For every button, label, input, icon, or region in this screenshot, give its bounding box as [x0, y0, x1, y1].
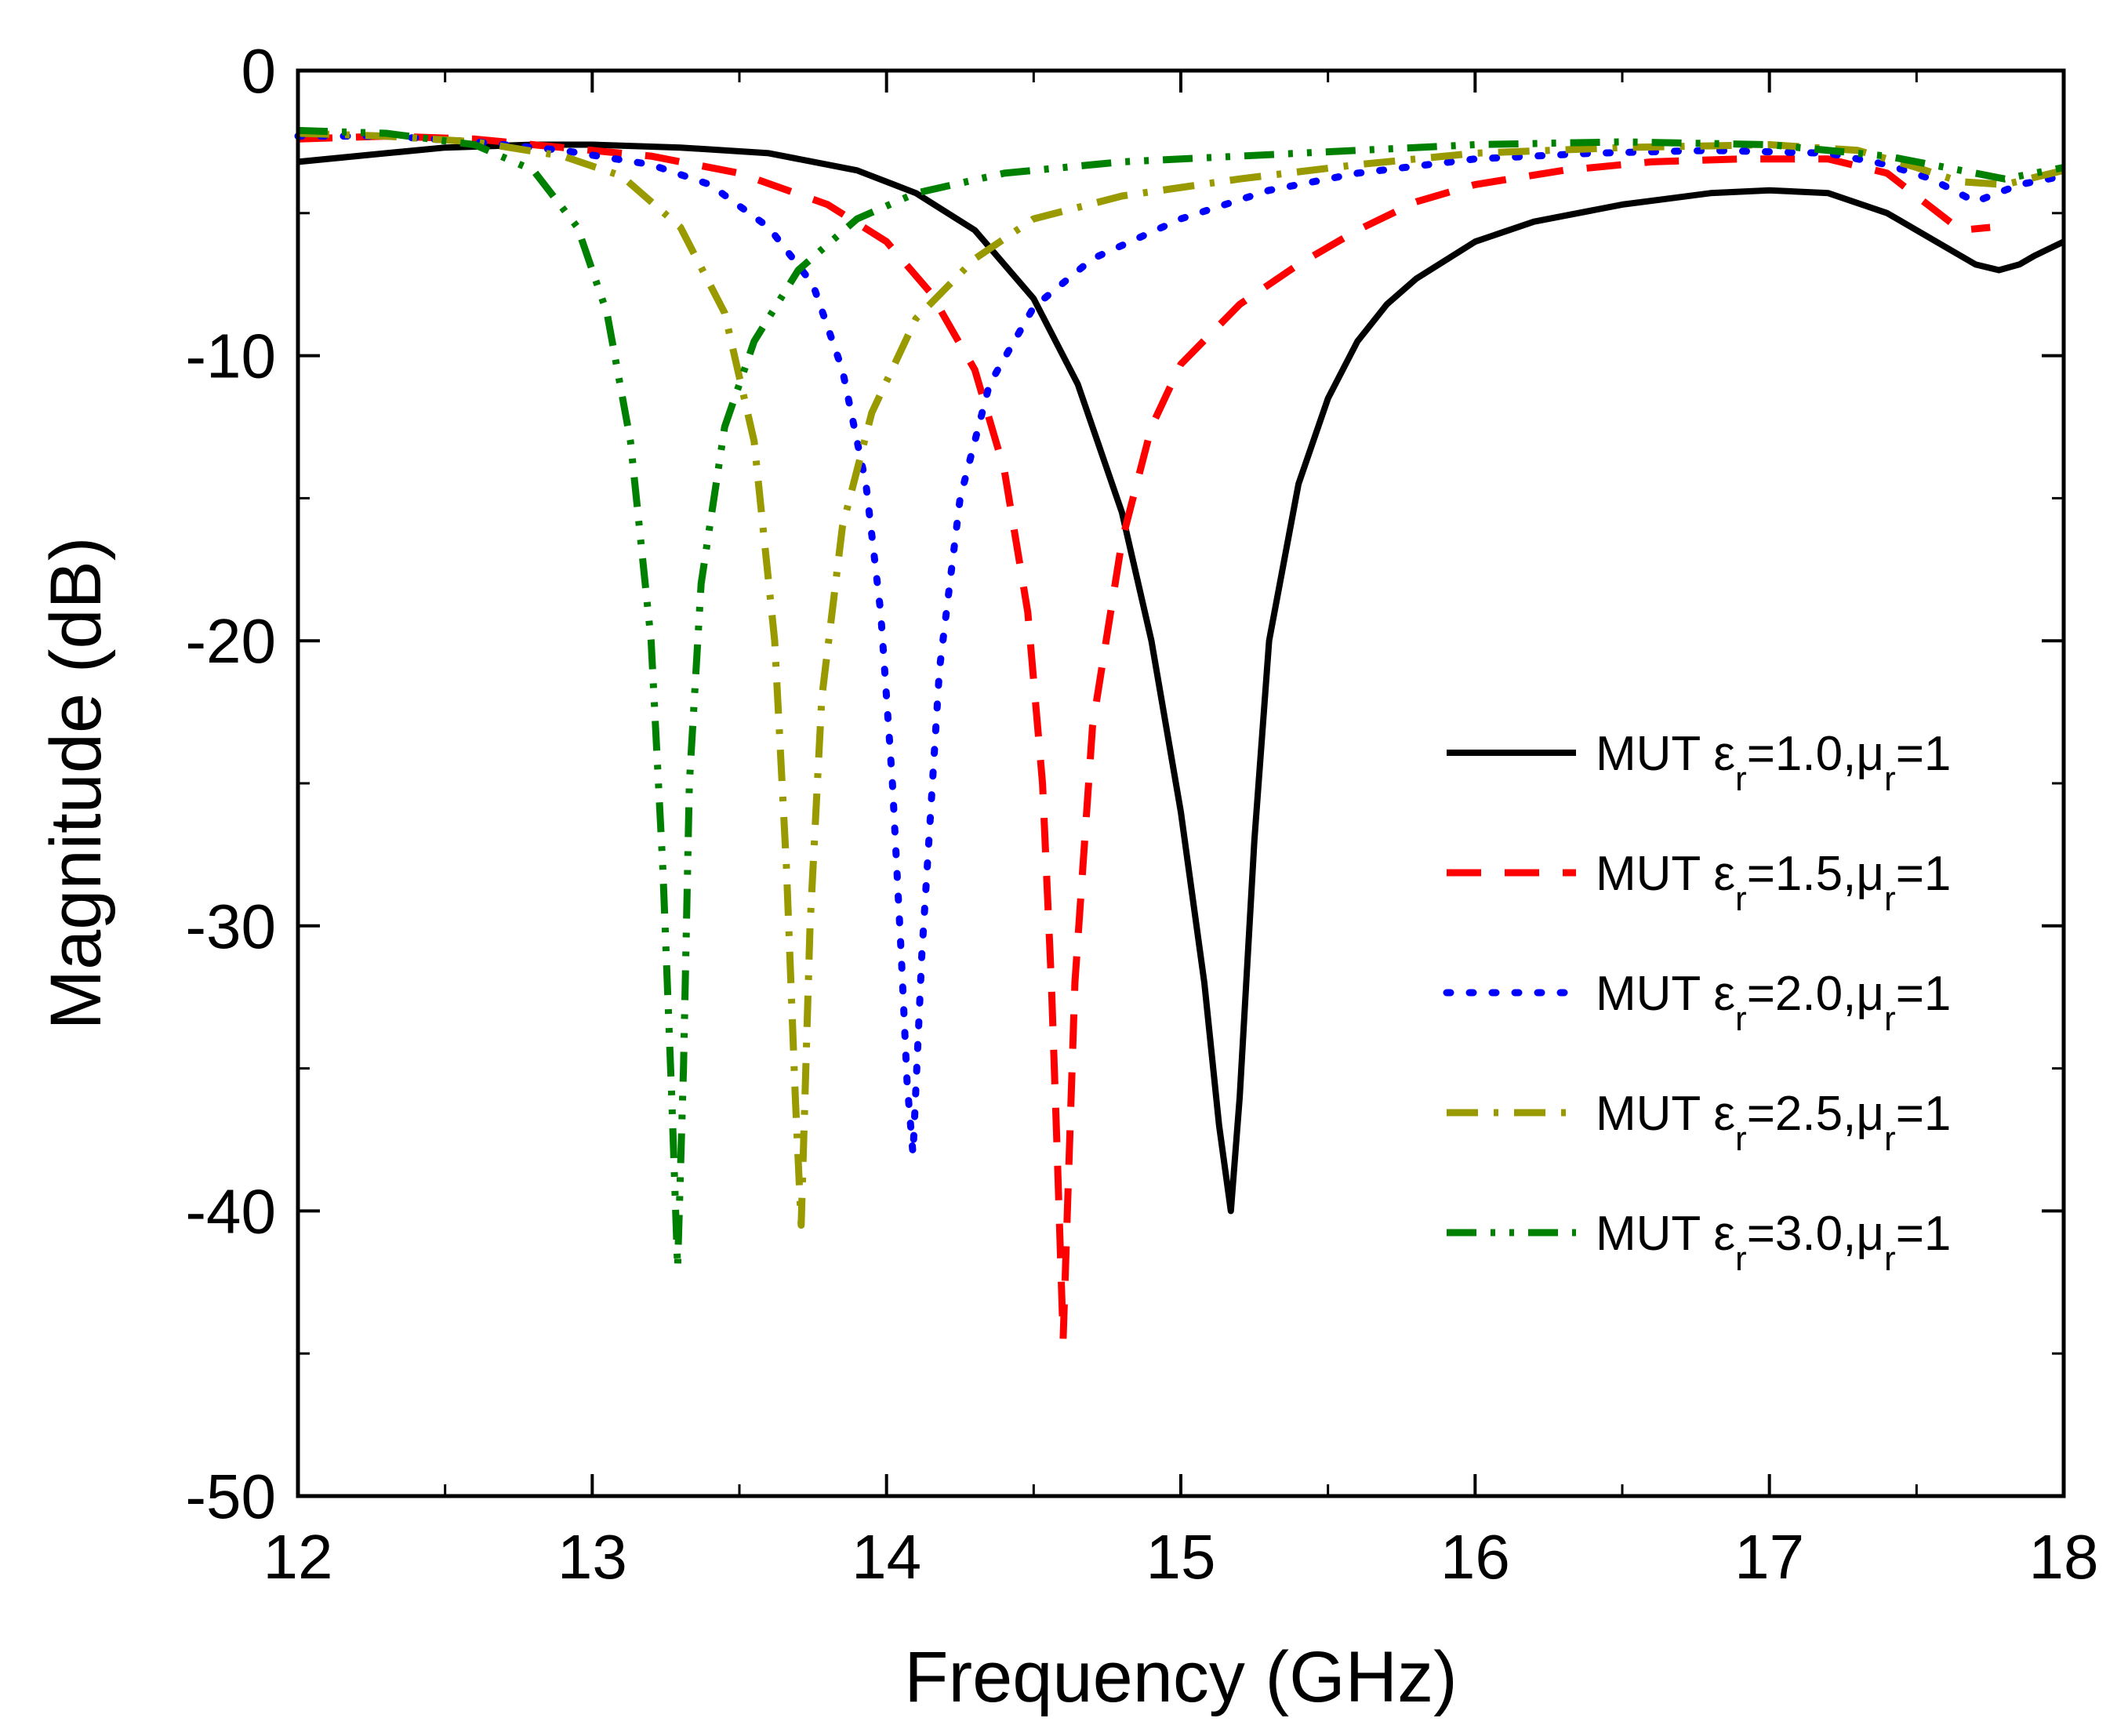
x-tick-label: 18 [2029, 1522, 2099, 1592]
y-tick-label: -20 [185, 606, 276, 676]
series-layer [294, 126, 2068, 1343]
legend-label: MUT εr=3.0,μr=1 [1596, 1207, 1951, 1278]
x-tick-label: 12 [263, 1522, 333, 1592]
legend-item: MUT εr=1.0,μr=1 [1447, 727, 1951, 798]
y-tick-label: -50 [185, 1462, 276, 1531]
legend-item: MUT εr=3.0,μr=1 [1447, 1207, 1951, 1278]
legend-item: MUT εr=2.5,μr=1 [1447, 1087, 1951, 1158]
y-tick-label: -40 [185, 1176, 276, 1246]
x-axis-title: Frequency (GHz) [904, 1637, 1458, 1717]
series-line-2 [297, 133, 1991, 1343]
tick-layer: 12 13 14 15 16 17 18 0 -10 -20 -30 -40 -50 [185, 36, 2098, 1592]
x-tick-label: 14 [852, 1522, 921, 1592]
y-tick-label: 0 [241, 36, 277, 106]
y-axis-title: Magnitude (dB) [36, 537, 116, 1030]
series-line-5 [297, 126, 2064, 1272]
series-line-3 [294, 133, 2068, 1158]
y-tick-label: -10 [185, 321, 276, 391]
x-tick-label: 17 [1734, 1522, 1804, 1592]
legend-item: MUT εr=2.0,μr=1 [1443, 967, 1951, 1038]
x-tick-label: 16 [1440, 1522, 1510, 1592]
x-tick-label: 15 [1146, 1522, 1216, 1592]
legend: MUT εr=1.0,μr=1 MUT εr=1.5,μr=1 MUT εr=2.0… [1443, 727, 1951, 1278]
legend-label: MUT εr=2.5,μr=1 [1596, 1087, 1951, 1158]
y-tick-label: -30 [185, 892, 276, 961]
series-line-4 [297, 129, 2065, 1229]
x-tick-label: 13 [557, 1522, 627, 1592]
legend-label: MUT εr=2.0,μr=1 [1596, 967, 1951, 1038]
legend-item: MUT εr=1.5,μr=1 [1447, 847, 1951, 918]
legend-label: MUT εr=1.5,μr=1 [1596, 847, 1951, 918]
series-line-1 [297, 141, 2065, 1215]
legend-label: MUT εr=1.0,μr=1 [1596, 727, 1951, 798]
